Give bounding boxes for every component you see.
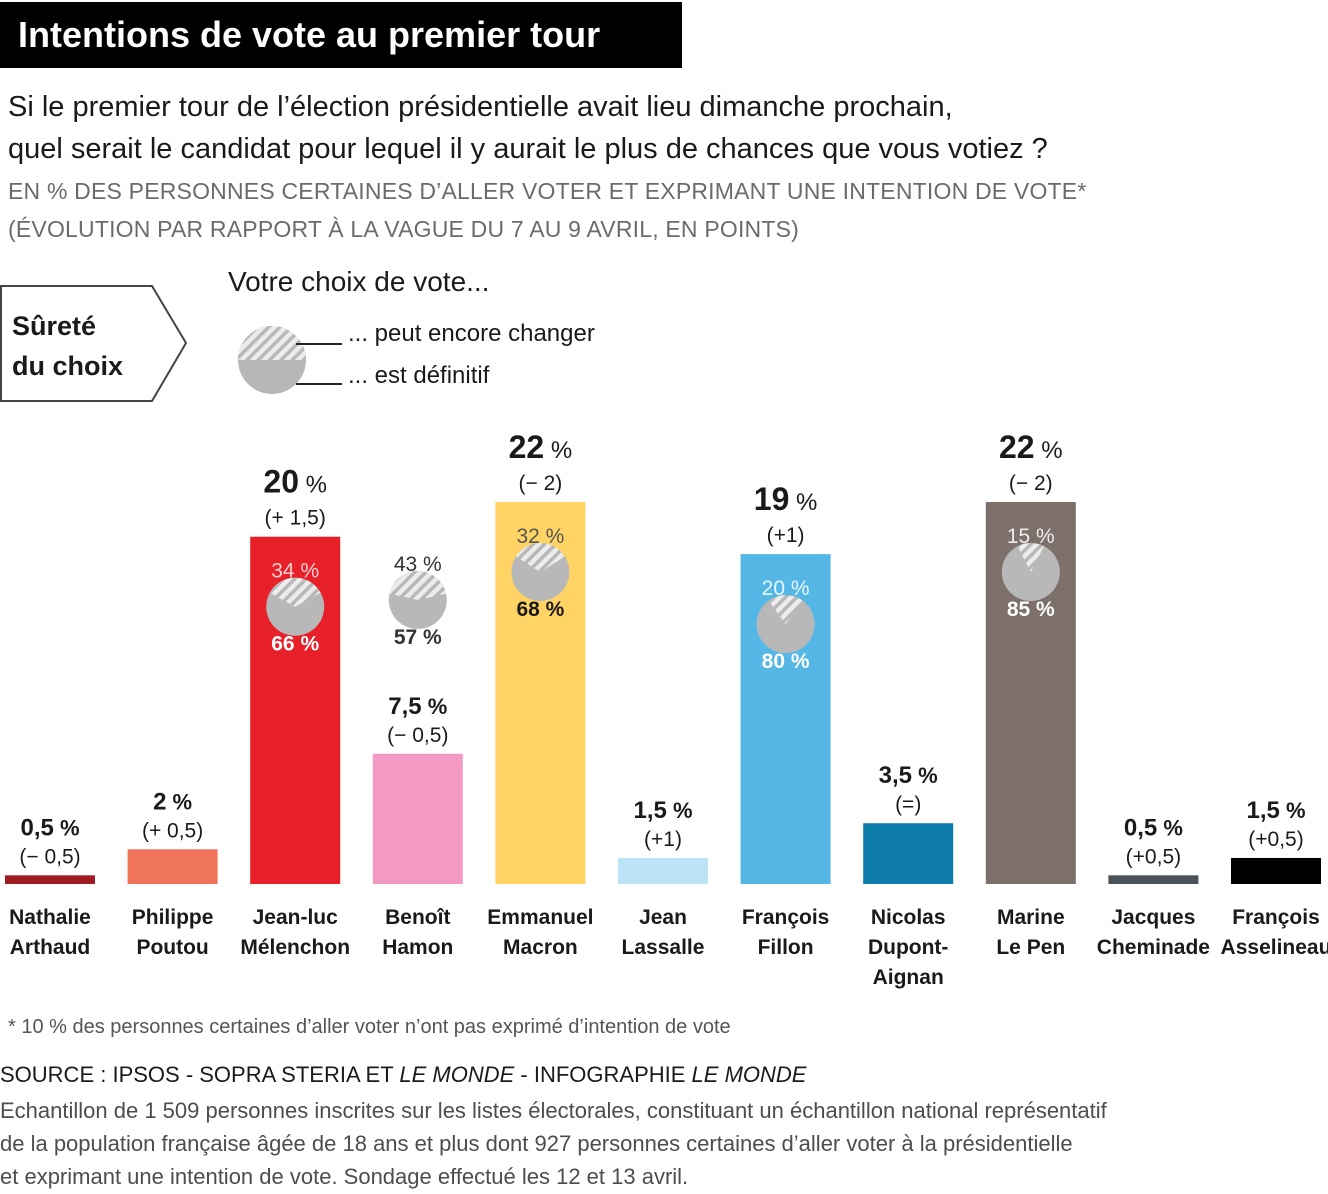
- legend-box-line-2: du choix: [12, 351, 124, 381]
- change-label-6: (+1): [767, 524, 805, 547]
- chart-title: Intentions de vote au premier tour: [18, 14, 601, 55]
- category-label-10-1: Asselineau: [1221, 936, 1328, 959]
- legend-box-label: Sûreté du choix: [12, 306, 123, 386]
- category-label-3-1: Hamon: [382, 936, 453, 959]
- bar-0: [5, 875, 95, 884]
- pie-definitif-label-2: 66 %: [271, 633, 319, 656]
- value-label-3: 7,5 %: [388, 693, 447, 720]
- legend-item-changer: ... peut encore changer: [348, 320, 595, 347]
- value-label-9: 0,5 %: [1124, 814, 1183, 841]
- footnote: * 10 % des personnes certaines d’aller v…: [8, 1016, 731, 1038]
- category-label-6-1: Fillon: [758, 936, 814, 959]
- value-label-8: 22 %: [999, 429, 1063, 465]
- source-line: SOURCE : IPSOS - SOPRA STERIA ET LE MOND…: [0, 1062, 806, 1088]
- change-label-0: (− 0,5): [19, 845, 80, 868]
- unit-note: EN % DES PERSONNES CERTAINES D’ALLER VOT…: [8, 172, 1087, 248]
- pie-definitif-label-8: 85 %: [1007, 598, 1055, 621]
- pie-changer-6: [768, 595, 803, 625]
- legend-item-definitif: ... est définitif: [348, 362, 490, 389]
- change-label-8: (− 2): [1009, 472, 1053, 495]
- bar-5: [618, 857, 708, 884]
- unit-line-1: EN % DES PERSONNES CERTAINES D’ALLER VOT…: [8, 178, 1087, 204]
- pie-changer-label-2: 34 %: [271, 560, 319, 583]
- category-label-7-2: Aignan: [873, 966, 944, 989]
- sample-description: Echantillon de 1 509 personnes inscrites…: [0, 1094, 1320, 1193]
- category-label-3-0: Benoît: [385, 906, 450, 929]
- bar-3: [372, 753, 463, 884]
- value-label-7: 3,5 %: [879, 762, 938, 789]
- question: Si le premier tour de l’élection préside…: [8, 86, 1048, 170]
- question-line-2: quel serait le candidat pour lequel il y…: [8, 133, 1048, 165]
- category-label-7-0: Nicolas: [871, 906, 946, 929]
- pie-changer-4: [515, 543, 565, 572]
- source-part-c: - INFOGRAPHIE: [514, 1062, 692, 1087]
- source-part-d: LE MONDE: [691, 1062, 807, 1087]
- category-label-1-1: Poutou: [136, 936, 208, 959]
- legend-box-line-1: Sûreté: [12, 311, 97, 341]
- bar-7: [863, 823, 954, 884]
- change-label-5: (+1): [644, 828, 682, 851]
- pie-definitif-label-3: 57 %: [394, 626, 442, 649]
- value-label-2: 20 %: [263, 464, 327, 500]
- pie-definitif-label-6: 80 %: [762, 650, 810, 673]
- category-label-8-0: Marine: [997, 906, 1065, 929]
- pie-changer-label-4: 32 %: [516, 525, 564, 548]
- legend-title: Votre choix de vote...: [228, 266, 490, 297]
- change-label-1: (+ 0,5): [142, 819, 203, 842]
- pie-changer-label-6: 20 %: [762, 577, 810, 600]
- sample-line-3: et exprimant une intention de vote. Sond…: [0, 1164, 689, 1189]
- value-label-1: 2 %: [153, 788, 192, 815]
- change-label-4: (− 2): [519, 472, 563, 495]
- bar-chart: 0,5 % (− 0,5) Nathalie Arthaud 2 % (+ 0,5) Phi…: [5, 429, 1328, 989]
- change-label-9: (+0,5): [1126, 845, 1181, 868]
- pie-changer-label-3: 43 %: [394, 553, 442, 576]
- pie-changer-2: [269, 577, 321, 607]
- sample-line-2: de la population française âgée de 18 an…: [0, 1131, 1073, 1156]
- category-label-1-0: Philippe: [132, 906, 214, 929]
- category-label-4-1: Macron: [503, 936, 578, 959]
- category-label-5-0: Jean: [639, 906, 687, 929]
- bar-1: [127, 849, 218, 884]
- bar-10: [1231, 857, 1321, 884]
- change-label-10: (+0,5): [1248, 828, 1303, 851]
- category-label-5-1: Lassalle: [622, 936, 705, 959]
- value-label-5: 1,5 %: [633, 797, 692, 824]
- category-label-2-1: Mélenchon: [240, 936, 350, 959]
- category-label-0-1: Arthaud: [10, 936, 91, 959]
- pie-changer-3: [389, 571, 447, 600]
- category-label-9-1: Cheminade: [1097, 936, 1210, 959]
- source-part-b: LE MONDE: [399, 1062, 515, 1087]
- legend-pie-icon: [238, 326, 342, 394]
- category-label-8-1: Le Pen: [996, 936, 1065, 959]
- legend-arrow-box: [0, 285, 188, 402]
- title-bar: Intentions de vote au premier tour: [0, 2, 682, 68]
- category-label-2-0: Jean-luc: [253, 906, 339, 929]
- value-label-10: 1,5 %: [1246, 797, 1305, 824]
- value-label-6: 19 %: [754, 481, 818, 517]
- change-label-2: (+ 1,5): [265, 507, 326, 530]
- category-label-6-0: François: [742, 906, 830, 929]
- category-label-0-0: Nathalie: [9, 906, 91, 929]
- change-label-7: (=): [895, 793, 921, 816]
- sample-line-1: Echantillon de 1 509 personnes inscrites…: [0, 1098, 1107, 1123]
- category-label-10-0: François: [1232, 906, 1320, 929]
- change-label-3: (− 0,5): [387, 724, 448, 747]
- bar-9: [1108, 875, 1199, 884]
- question-line-1: Si le premier tour de l’élection préside…: [8, 91, 953, 123]
- category-label-4-0: Emmanuel: [487, 906, 593, 929]
- value-label-4: 22 %: [509, 429, 573, 465]
- value-label-0: 0,5 %: [20, 814, 79, 841]
- category-label-7-1: Dupont-: [868, 936, 948, 959]
- category-label-9-0: Jacques: [1111, 906, 1195, 929]
- pie-definitif-label-4: 68 %: [516, 598, 564, 621]
- source-part-a: SOURCE : IPSOS - SOPRA STERIA ET: [0, 1062, 400, 1087]
- pie-changer-label-8: 15 %: [1007, 525, 1055, 548]
- pie-changer-8: [1017, 543, 1044, 572]
- unit-line-2: (ÉVOLUTION PAR RAPPORT À LA VAGUE DU 7 A…: [8, 216, 800, 242]
